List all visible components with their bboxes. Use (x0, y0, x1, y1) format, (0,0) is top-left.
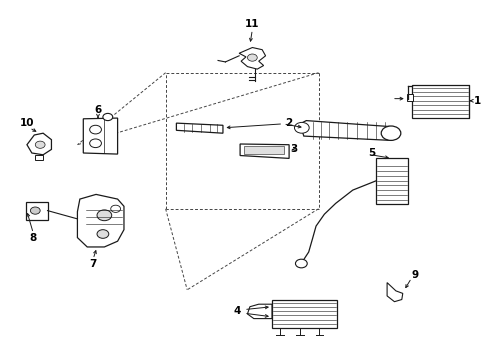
Polygon shape (247, 304, 272, 319)
Polygon shape (27, 133, 51, 155)
Polygon shape (387, 283, 403, 302)
Circle shape (294, 122, 309, 133)
Text: 11: 11 (245, 19, 260, 30)
Text: 4: 4 (234, 306, 242, 316)
Text: 10: 10 (20, 118, 34, 128)
Polygon shape (301, 121, 392, 140)
Text: 3: 3 (290, 144, 297, 154)
Circle shape (247, 54, 257, 61)
Circle shape (381, 126, 401, 140)
Bar (272, 300, 337, 328)
Polygon shape (240, 144, 289, 158)
Polygon shape (239, 48, 266, 69)
Polygon shape (176, 123, 223, 133)
Circle shape (103, 113, 113, 121)
Circle shape (30, 207, 40, 214)
Text: 2: 2 (286, 118, 293, 128)
Polygon shape (77, 194, 124, 247)
Circle shape (295, 259, 307, 268)
Polygon shape (83, 118, 118, 154)
Circle shape (97, 210, 112, 221)
Text: 5: 5 (368, 148, 375, 158)
Text: 8: 8 (30, 233, 37, 243)
Circle shape (97, 230, 109, 238)
Bar (244, 146, 284, 154)
Circle shape (90, 139, 101, 148)
Bar (412, 85, 469, 118)
Text: 6: 6 (95, 105, 101, 115)
Circle shape (111, 205, 121, 212)
Polygon shape (26, 202, 48, 220)
Text: 7: 7 (89, 258, 97, 269)
Text: 1: 1 (474, 96, 481, 106)
Text: 9: 9 (412, 270, 419, 280)
Circle shape (35, 141, 45, 148)
Polygon shape (35, 155, 43, 160)
Bar (376, 158, 408, 204)
Circle shape (90, 125, 101, 134)
Bar (407, 94, 413, 101)
